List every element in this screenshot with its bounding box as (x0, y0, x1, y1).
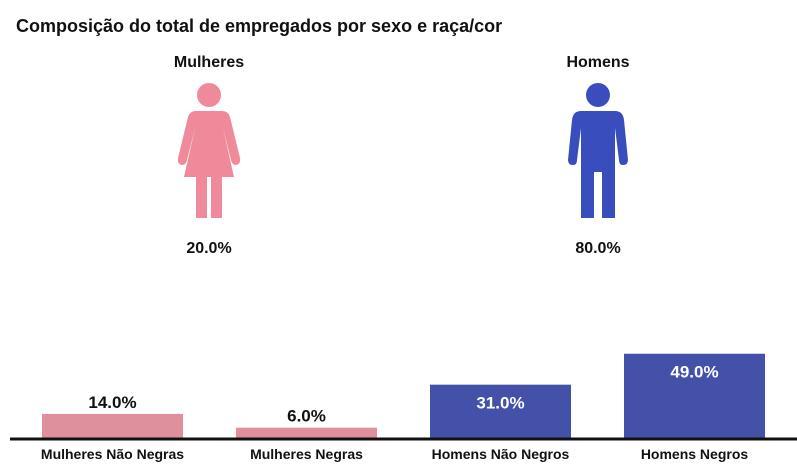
women-label: Mulheres (173, 54, 245, 71)
category-label: Homens Negros (641, 446, 749, 462)
data-label: 49.0% (670, 363, 718, 382)
men-percent: 80.0% (575, 240, 621, 257)
bar (624, 353, 765, 438)
category-label: Homens Não Negros (432, 446, 570, 462)
bar (42, 413, 183, 438)
chart-title: Composição do total de empregados por se… (16, 16, 503, 36)
category-label: Mulheres Negras (250, 446, 363, 462)
men-label: Homens (566, 54, 630, 71)
woman-icon (177, 83, 241, 218)
data-label: 31.0% (476, 394, 524, 413)
bar (236, 427, 377, 438)
bar (430, 384, 571, 438)
category-label: Mulheres Não Negras (41, 446, 184, 462)
data-label: 14.0% (88, 393, 136, 412)
man-icon (568, 83, 628, 218)
data-label: 6.0% (287, 407, 326, 426)
women-percent: 20.0% (186, 240, 232, 257)
